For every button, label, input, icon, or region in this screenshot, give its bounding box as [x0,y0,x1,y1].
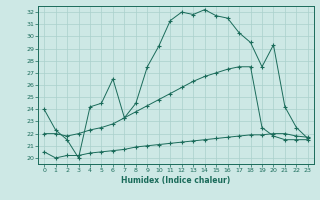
X-axis label: Humidex (Indice chaleur): Humidex (Indice chaleur) [121,176,231,185]
